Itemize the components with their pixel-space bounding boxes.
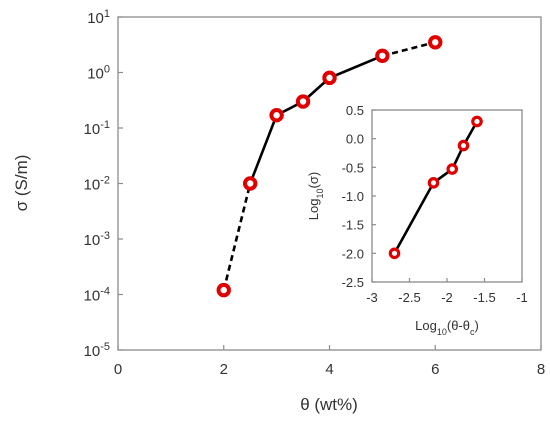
inset-data-point	[427, 177, 440, 189]
main-y-axis-label: σ (S/m)	[12, 155, 31, 212]
main-data-point	[428, 35, 443, 50]
main-x-tick-label: 6	[431, 361, 439, 378]
inset-y-tick-label: 0.5	[346, 103, 364, 118]
inset-y-axis-label: Log10(σ)	[306, 172, 325, 220]
inset-x-tick-label: -1.5	[473, 290, 495, 305]
main-chart: 0 2 4 6 8 101 100 10-1 10-2 10-3 10-4 10-5 θ (wt%)…	[12, 8, 545, 414]
main-dashed-segment	[222, 183, 252, 291]
main-y-tick-label: 10-5	[84, 341, 110, 360]
inset-y-ticks: 0.5 0.0 -0.5 -1.0 -1.5 -2.0 -2.5	[342, 103, 376, 290]
inset-y-tick-label: -1.5	[342, 218, 364, 233]
inset-data-point	[457, 139, 470, 152]
inset-x-tick-label: -3	[366, 290, 378, 305]
main-data-point	[375, 48, 390, 63]
inset-series-points	[388, 115, 483, 260]
main-x-tick-label: 8	[537, 361, 545, 378]
main-data-point	[216, 282, 231, 298]
main-y-tick-label: 10-1	[84, 119, 110, 138]
main-data-point	[322, 70, 337, 86]
main-x-tick-label: 2	[220, 361, 228, 378]
main-x-tick-label: 4	[325, 361, 333, 378]
inset-y-tick-label: 0.0	[346, 132, 364, 147]
main-y-ticks: 101 100 10-1 10-2 10-3 10-4 10-5	[84, 8, 123, 360]
main-data-point	[269, 108, 284, 123]
main-x-axis-label: θ (wt%)	[300, 395, 358, 414]
inset-chart: -3 -2.5 -2 -1.5 -1 0.50.0-0.5-1.0-1.5-2.0-2.…	[306, 103, 528, 337]
inset-y-tick-label: -1.0	[342, 189, 364, 204]
main-series-points	[216, 35, 443, 298]
inset-y-tick-label: -0.5	[342, 160, 364, 175]
inset-x-axis-label: Log10(θ-θc)	[415, 318, 479, 337]
main-y-tick-label: 10-3	[84, 230, 110, 249]
main-data-point	[242, 176, 258, 191]
inset-y-tick-label: -2.0	[342, 246, 364, 261]
inset-x-tick-label: -2.5	[398, 290, 420, 305]
inset-y-tick-label: -2.5	[342, 275, 364, 290]
inset-data-point	[471, 115, 483, 128]
main-x-tick-label: 0	[114, 361, 122, 378]
inset-data-point	[388, 247, 401, 260]
main-y-tick-label: 101	[87, 8, 110, 27]
main-dashed-segment	[382, 41, 436, 58]
inset-x-tick-label: -2	[441, 290, 453, 305]
inset-x-tick-label: -1	[516, 290, 528, 305]
inset-x-ticks: -3 -2.5 -2 -1.5 -1	[366, 278, 528, 305]
main-y-tick-label: 100	[87, 64, 110, 83]
main-data-point	[295, 94, 311, 109]
main-y-tick-label: 10-4	[84, 286, 110, 305]
inset-data-point	[446, 163, 459, 175]
main-x-ticks: 0 2 4 6 8	[114, 345, 545, 378]
main-y-tick-label: 10-2	[84, 175, 110, 194]
